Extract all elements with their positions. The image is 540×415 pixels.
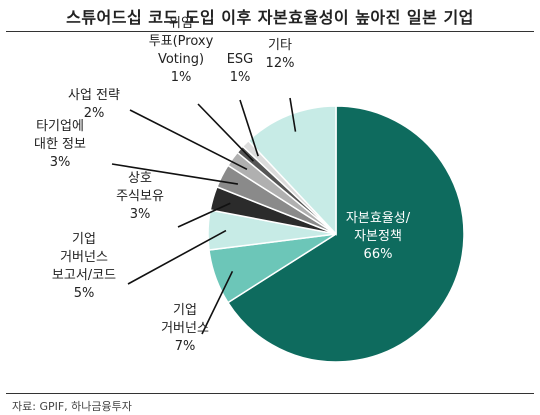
slice-label-line: 타기업에 [36, 119, 84, 134]
leader-line-8 [289, 97, 297, 132]
slice-label-line: 위임 [169, 16, 193, 31]
slice-label-line: 자본정책 [354, 229, 402, 244]
slice-percent: 1% [171, 70, 192, 85]
slice-label-line: 사업 전략 [68, 88, 120, 103]
slice-percent: 5% [74, 286, 95, 301]
slice-percent: 2% [84, 106, 105, 121]
slice-labels: 자본효율성/자본정책 66%기업 거버넌스 7%기업 거버넌스 보고서/코드 5%상호 주식보… [34, 16, 411, 354]
slice-label-line: 주식보유 [116, 189, 164, 204]
slice-label-line: 거버넌스 [60, 250, 108, 265]
slice-percent: 66% [364, 247, 393, 262]
slice-label-0: 자본효율성/자본정책 66% [346, 211, 411, 262]
slice-label-line: 보고서/코드 [52, 268, 116, 283]
slice-label-line: Voting) [158, 52, 204, 67]
source-divider [6, 393, 534, 394]
slice-label-5: 사업 전략 2% [68, 88, 120, 121]
slice-percent: 3% [130, 207, 151, 222]
slice-label-line: 상호 [128, 171, 152, 186]
pie-slices [207, 105, 465, 363]
slice-percent: 1% [230, 70, 251, 85]
pie-slice-0 [226, 105, 465, 363]
slice-label-line: 거버넌스 [161, 321, 209, 336]
slice-percent: 12% [266, 56, 295, 71]
slice-label-line: 투표(Proxy [149, 34, 214, 49]
leader-line-2 [127, 229, 227, 285]
slice-label-line: 기업 [173, 303, 197, 318]
slice-label-line: 기업 [72, 232, 96, 247]
source-note: 자료: GPIF, 하나금융투자 [12, 400, 132, 413]
leader-line-1 [201, 270, 234, 335]
slice-label-line: 기타 [268, 38, 292, 53]
slice-label-7: ESG 1% [227, 52, 254, 85]
leader-line-6 [197, 103, 255, 162]
title-divider [6, 31, 534, 32]
slice-label-line: 자본효율성/ [346, 211, 411, 226]
leader-line-5 [129, 109, 248, 171]
slice-label-8: 기타 12% [266, 38, 295, 71]
leader-line-4 [111, 163, 239, 185]
leader-lines [111, 97, 297, 335]
slice-label-line: ESG [227, 52, 254, 67]
leader-line-7 [239, 99, 259, 157]
slice-percent: 3% [50, 155, 71, 170]
chart-title: 스튜어드십 코드 도입 이후 자본효율성이 높아진 일본 기업 [66, 8, 474, 27]
slice-percent: 7% [175, 339, 196, 354]
slice-label-line: 대한 정보 [34, 137, 86, 152]
leader-line-3 [177, 202, 231, 228]
